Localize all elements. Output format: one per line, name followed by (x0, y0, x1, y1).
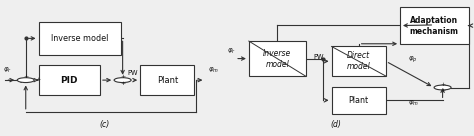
Text: +: + (440, 82, 446, 87)
Text: PW: PW (128, 70, 138, 76)
Text: +: + (440, 88, 446, 93)
Text: +: + (120, 81, 126, 86)
Text: $\varphi_m$: $\varphi_m$ (408, 99, 419, 108)
FancyBboxPatch shape (38, 65, 100, 95)
Text: Direct
model: Direct model (347, 51, 371, 71)
Text: Inverse
model: Inverse model (263, 49, 292, 69)
Text: PID: PID (61, 76, 78, 85)
Text: (c): (c) (100, 120, 110, 129)
Circle shape (434, 85, 451, 90)
FancyBboxPatch shape (140, 65, 194, 95)
FancyBboxPatch shape (331, 87, 386, 114)
Text: $\varphi_r$: $\varphi_r$ (3, 66, 12, 75)
Text: -: - (19, 80, 22, 85)
Text: (d): (d) (331, 120, 342, 129)
Text: Plant: Plant (349, 96, 369, 105)
Text: $\varphi_m$: $\varphi_m$ (208, 66, 219, 75)
Circle shape (17, 78, 34, 83)
Text: +: + (35, 77, 40, 82)
Circle shape (114, 78, 131, 83)
Text: PW: PW (313, 54, 323, 60)
FancyBboxPatch shape (249, 41, 306, 76)
FancyBboxPatch shape (400, 7, 469, 44)
Text: Adaptation
mechanism: Adaptation mechanism (410, 16, 459, 36)
Text: +: + (120, 74, 126, 79)
Text: $\varphi_p$: $\varphi_p$ (408, 54, 418, 64)
FancyBboxPatch shape (331, 47, 386, 76)
FancyBboxPatch shape (38, 22, 121, 55)
Text: Plant: Plant (157, 76, 178, 85)
Text: Inverse model: Inverse model (51, 34, 109, 43)
Text: $\varphi_r$: $\varphi_r$ (228, 47, 236, 56)
Text: +: + (24, 74, 29, 79)
